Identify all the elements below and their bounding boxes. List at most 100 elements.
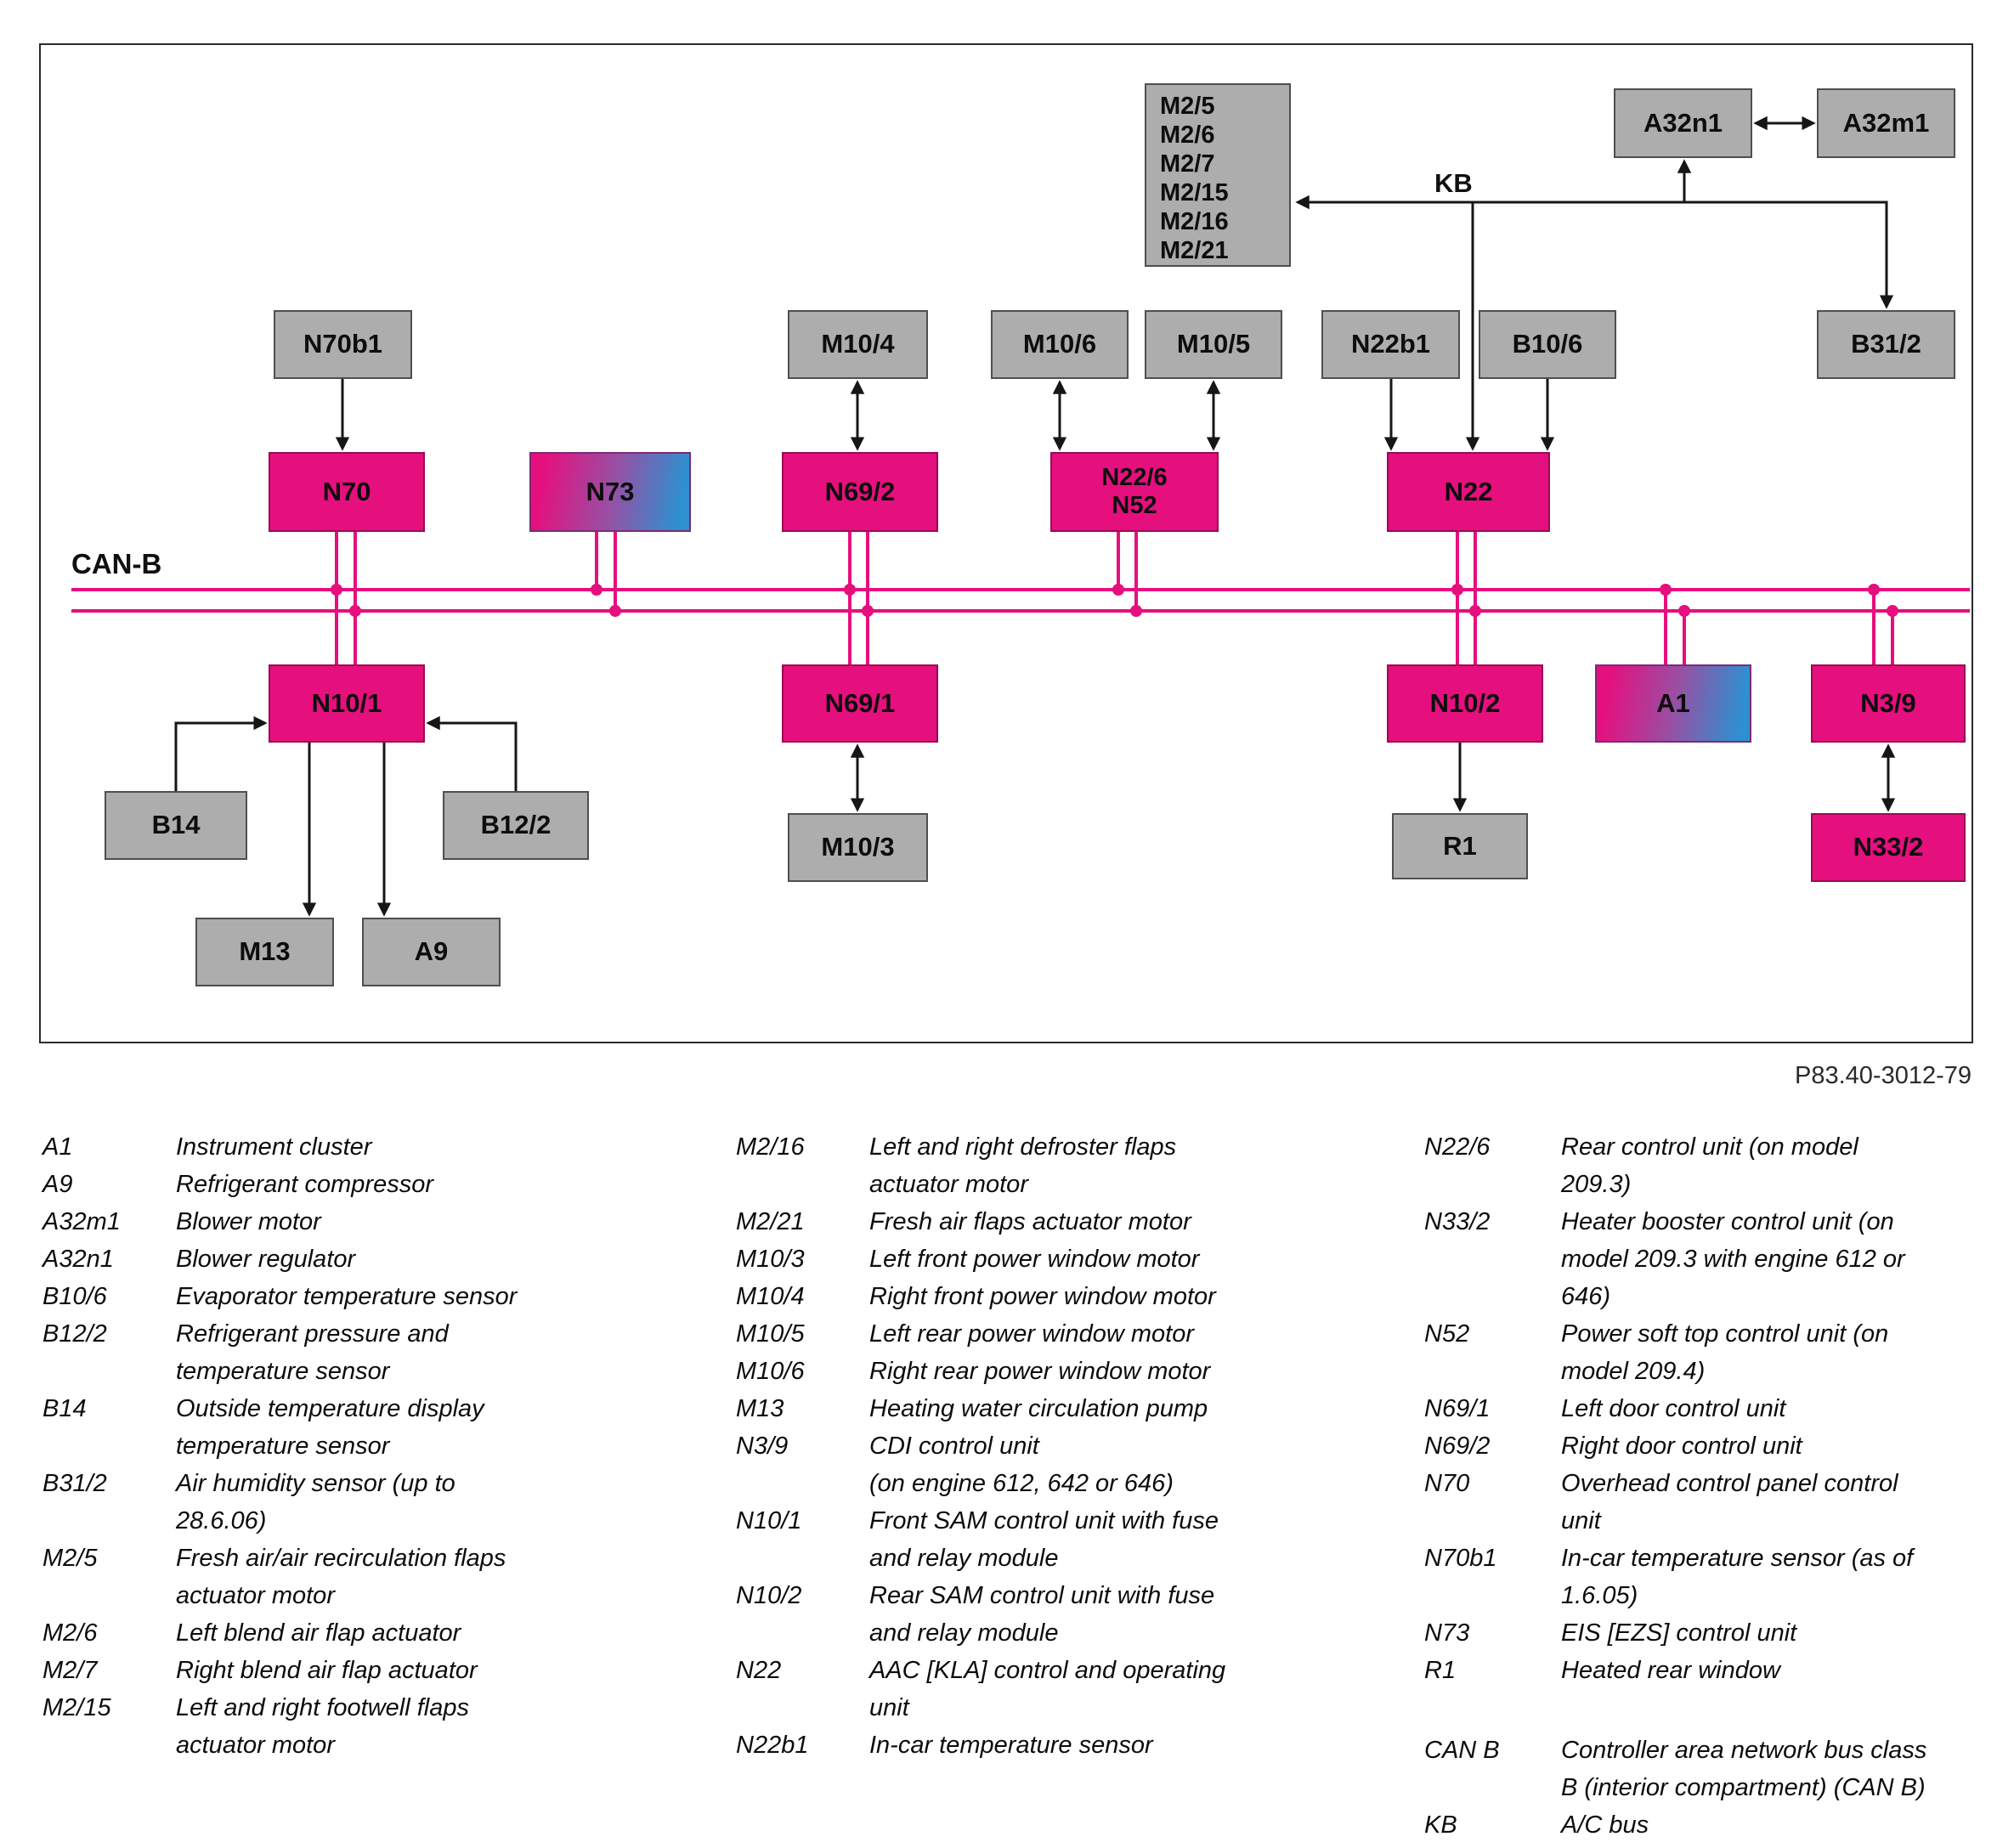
legend-code: N70b1 bbox=[1424, 1545, 1497, 1572]
legend-entry: N22/6 Rear control unit (on model 209.3) bbox=[1424, 1128, 2002, 1203]
legend-entry: M2/15 Left and right footwell flaps actua… bbox=[42, 1689, 688, 1764]
legend-code: CAN B bbox=[1424, 1737, 1500, 1764]
legend-entry: N52 Power soft top control unit (on model… bbox=[1424, 1315, 2002, 1390]
node-n70: N70 bbox=[269, 452, 425, 532]
legend-code: B14 bbox=[42, 1395, 87, 1422]
legend-desc: Right front power window motor bbox=[869, 1283, 1216, 1310]
legend-desc: Left door control unit bbox=[1561, 1395, 1786, 1422]
node-b31-2: B31/2 bbox=[1817, 310, 1955, 379]
legend-entry: N3/9 CDI control unit (on engine 612, 642… bbox=[736, 1427, 1382, 1502]
node-m10-5: M10/5 bbox=[1145, 310, 1282, 379]
node-m10-6: M10/6 bbox=[991, 310, 1129, 379]
node-n3-9: N3/9 bbox=[1811, 664, 1966, 743]
legend-entry: M10/5 Left rear power window motor bbox=[736, 1315, 1382, 1353]
legend-entry: M10/3 Left front power window motor bbox=[736, 1240, 1382, 1278]
legend-code: M2/21 bbox=[736, 1208, 805, 1235]
legend-code: B12/2 bbox=[42, 1320, 107, 1348]
node-n69-2: N69/2 bbox=[782, 452, 938, 532]
node-m2-actuator-stack: M2/5 M2/6 M2/7 M2/15 M2/16 M2/21 bbox=[1145, 83, 1291, 267]
node-b10-6: B10/6 bbox=[1479, 310, 1616, 379]
node-m13: M13 bbox=[195, 918, 334, 986]
legend-desc: Left rear power window motor bbox=[869, 1320, 1194, 1348]
legend-code: R1 bbox=[1424, 1657, 1457, 1684]
legend-desc: Overhead control panel control unit bbox=[1561, 1470, 1898, 1534]
legend-code: A32m1 bbox=[42, 1208, 121, 1235]
legend-entry: B14 Outside temperature display temperatu… bbox=[42, 1390, 688, 1465]
legend-column-3: N22/6 Rear control unit (on model 209.3) … bbox=[1424, 1128, 2002, 1844]
node-n10-1: N10/1 bbox=[269, 664, 425, 743]
legend-entry: M10/6 Right rear power window motor bbox=[736, 1353, 1382, 1390]
legend-entry: M2/16 Left and right defroster flaps actu… bbox=[736, 1128, 1382, 1203]
legend-desc: Power soft top control unit (on model 20… bbox=[1561, 1320, 1889, 1385]
black-connectors bbox=[174, 116, 1896, 917]
legend-code: N10/1 bbox=[736, 1507, 802, 1534]
legend-entry: N22b1 In-car temperature sensor bbox=[736, 1726, 1382, 1764]
kb-bus-label: KB bbox=[1434, 168, 1473, 198]
legend-code: N3/9 bbox=[736, 1433, 789, 1460]
legend-entry: M10/4 Right front power window motor bbox=[736, 1278, 1382, 1315]
legend-entry: N69/2 Right door control unit bbox=[1424, 1427, 2002, 1465]
legend-entry: N70 Overhead control panel control unit bbox=[1424, 1465, 2002, 1540]
legend-desc: Blower regulator bbox=[176, 1246, 356, 1273]
legend-code: N70 bbox=[1424, 1470, 1470, 1497]
node-b14: B14 bbox=[105, 791, 247, 860]
figure-reference-number: P83.40-3012-79 bbox=[1795, 1062, 1972, 1089]
can-b-bus-lines bbox=[71, 588, 1970, 613]
legend-desc: Controller area network bus class B (int… bbox=[1561, 1737, 1927, 1801]
legend-entry: M2/21 Fresh air flaps actuator motor bbox=[736, 1203, 1382, 1240]
legend-code: N33/2 bbox=[1424, 1208, 1491, 1235]
legend-code: M2/7 bbox=[42, 1657, 98, 1684]
node-m10-3: M10/3 bbox=[788, 813, 928, 882]
legend-entry: CAN B Controller area network bus class B… bbox=[1424, 1732, 2002, 1806]
legend-code: M10/6 bbox=[736, 1358, 805, 1385]
legend-desc: EIS [EZS] control unit bbox=[1561, 1619, 1797, 1647]
legend-desc: Instrument cluster bbox=[176, 1133, 372, 1161]
node-m10-4: M10/4 bbox=[788, 310, 928, 379]
legend-desc: Rear SAM control unit with fuse and rela… bbox=[869, 1582, 1215, 1647]
legend-entry: N69/1 Left door control unit bbox=[1424, 1390, 2002, 1427]
legend-code: KB bbox=[1424, 1811, 1457, 1839]
legend-desc: In-car temperature sensor bbox=[869, 1732, 1153, 1759]
legend-code: N22/6 bbox=[1424, 1133, 1491, 1161]
legend-desc: Left front power window motor bbox=[869, 1246, 1200, 1273]
node-n70b1: N70b1 bbox=[274, 310, 412, 379]
legend-entry: A1 Instrument cluster bbox=[42, 1128, 688, 1166]
node-a32n1: A32n1 bbox=[1614, 88, 1752, 158]
node-a32m1: A32m1 bbox=[1817, 88, 1955, 158]
legend-desc: Evaporator temperature sensor bbox=[176, 1283, 518, 1310]
node-a1: A1 bbox=[1595, 664, 1751, 743]
node-n69-1: N69/1 bbox=[782, 664, 938, 743]
legend-desc: Blower motor bbox=[176, 1208, 321, 1235]
legend-code: M2/16 bbox=[736, 1133, 805, 1161]
legend-desc: Right door control unit bbox=[1561, 1433, 1802, 1460]
legend-desc: In-car temperature sensor (as of 1.6.05) bbox=[1561, 1545, 1914, 1609]
legend-desc: Heater booster control unit (on model 20… bbox=[1561, 1208, 1905, 1310]
legend-desc: AAC [KLA] control and operating unit bbox=[869, 1657, 1226, 1721]
legend-code: M2/5 bbox=[42, 1545, 98, 1572]
legend-entry: B12/2 Refrigerant pressure and temperatur… bbox=[42, 1315, 688, 1390]
node-n73: N73 bbox=[529, 452, 691, 532]
legend-code: A1 bbox=[42, 1133, 73, 1161]
legend-desc: Heating water circulation pump bbox=[869, 1395, 1208, 1422]
legend-desc: Outside temperature display temperature … bbox=[176, 1395, 484, 1460]
legend-code: N22b1 bbox=[736, 1732, 809, 1759]
node-n22b1: N22b1 bbox=[1321, 310, 1460, 379]
legend-code: M10/3 bbox=[736, 1246, 805, 1273]
legend-desc: Rear control unit (on model 209.3) bbox=[1561, 1133, 1858, 1198]
legend-entry: B31/2 Air humidity sensor (up to 28.6.06) bbox=[42, 1465, 688, 1540]
legend-desc: Right rear power window motor bbox=[869, 1358, 1211, 1385]
legend-desc: CDI control unit (on engine 612, 642 or … bbox=[869, 1433, 1174, 1497]
legend-entry: N33/2 Heater booster control unit (on mod… bbox=[1424, 1203, 2002, 1315]
legend-code: M2/6 bbox=[42, 1619, 98, 1647]
node-r1: R1 bbox=[1392, 813, 1528, 879]
legend-desc: Heated rear window bbox=[1561, 1657, 1780, 1684]
legend-entry: M2/7 Right blend air flap actuator bbox=[42, 1652, 688, 1689]
legend-code: M2/15 bbox=[42, 1694, 111, 1721]
diagram-connectors bbox=[71, 116, 1970, 917]
can-b-bus-stubs bbox=[335, 532, 1894, 664]
node-b12-2: B12/2 bbox=[443, 791, 589, 860]
legend-entry: KB A/C bus bbox=[1424, 1806, 2002, 1844]
legend-desc: Air humidity sensor (up to 28.6.06) bbox=[176, 1470, 455, 1534]
legend-desc: Left and right defroster flaps actuator … bbox=[869, 1133, 1177, 1198]
legend-entry: M2/6 Left blend air flap actuator bbox=[42, 1614, 688, 1652]
